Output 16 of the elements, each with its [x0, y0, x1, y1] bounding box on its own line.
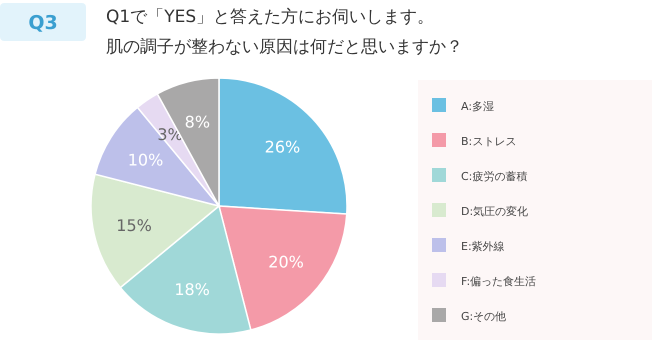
legend-label: B:ストレス — [461, 135, 516, 148]
legend-label: F:偏った食生活 — [461, 275, 536, 288]
legend-label: D:気圧の変化 — [461, 205, 528, 218]
data-label: 18% — [174, 280, 210, 299]
text: Q3 — [28, 12, 58, 34]
data-label: 26% — [264, 137, 300, 156]
legend-label: E:紫外線 — [461, 240, 505, 253]
chart-title: Q1で「YES」と答えた方にお伺いします。 — [106, 7, 434, 27]
data-label: 10% — [128, 150, 164, 170]
legend-label: A:多湿 — [461, 100, 494, 113]
data-label: 15% — [116, 216, 152, 235]
legend-label: G:その他 — [461, 310, 506, 323]
data-label: 20% — [268, 252, 304, 272]
chart-subtitle: 肌の調子が整わない原因は何だと思いますか？ — [106, 37, 463, 57]
data-label: 8% — [184, 112, 210, 132]
legend-label: C:疲労の蓄積 — [461, 170, 528, 183]
